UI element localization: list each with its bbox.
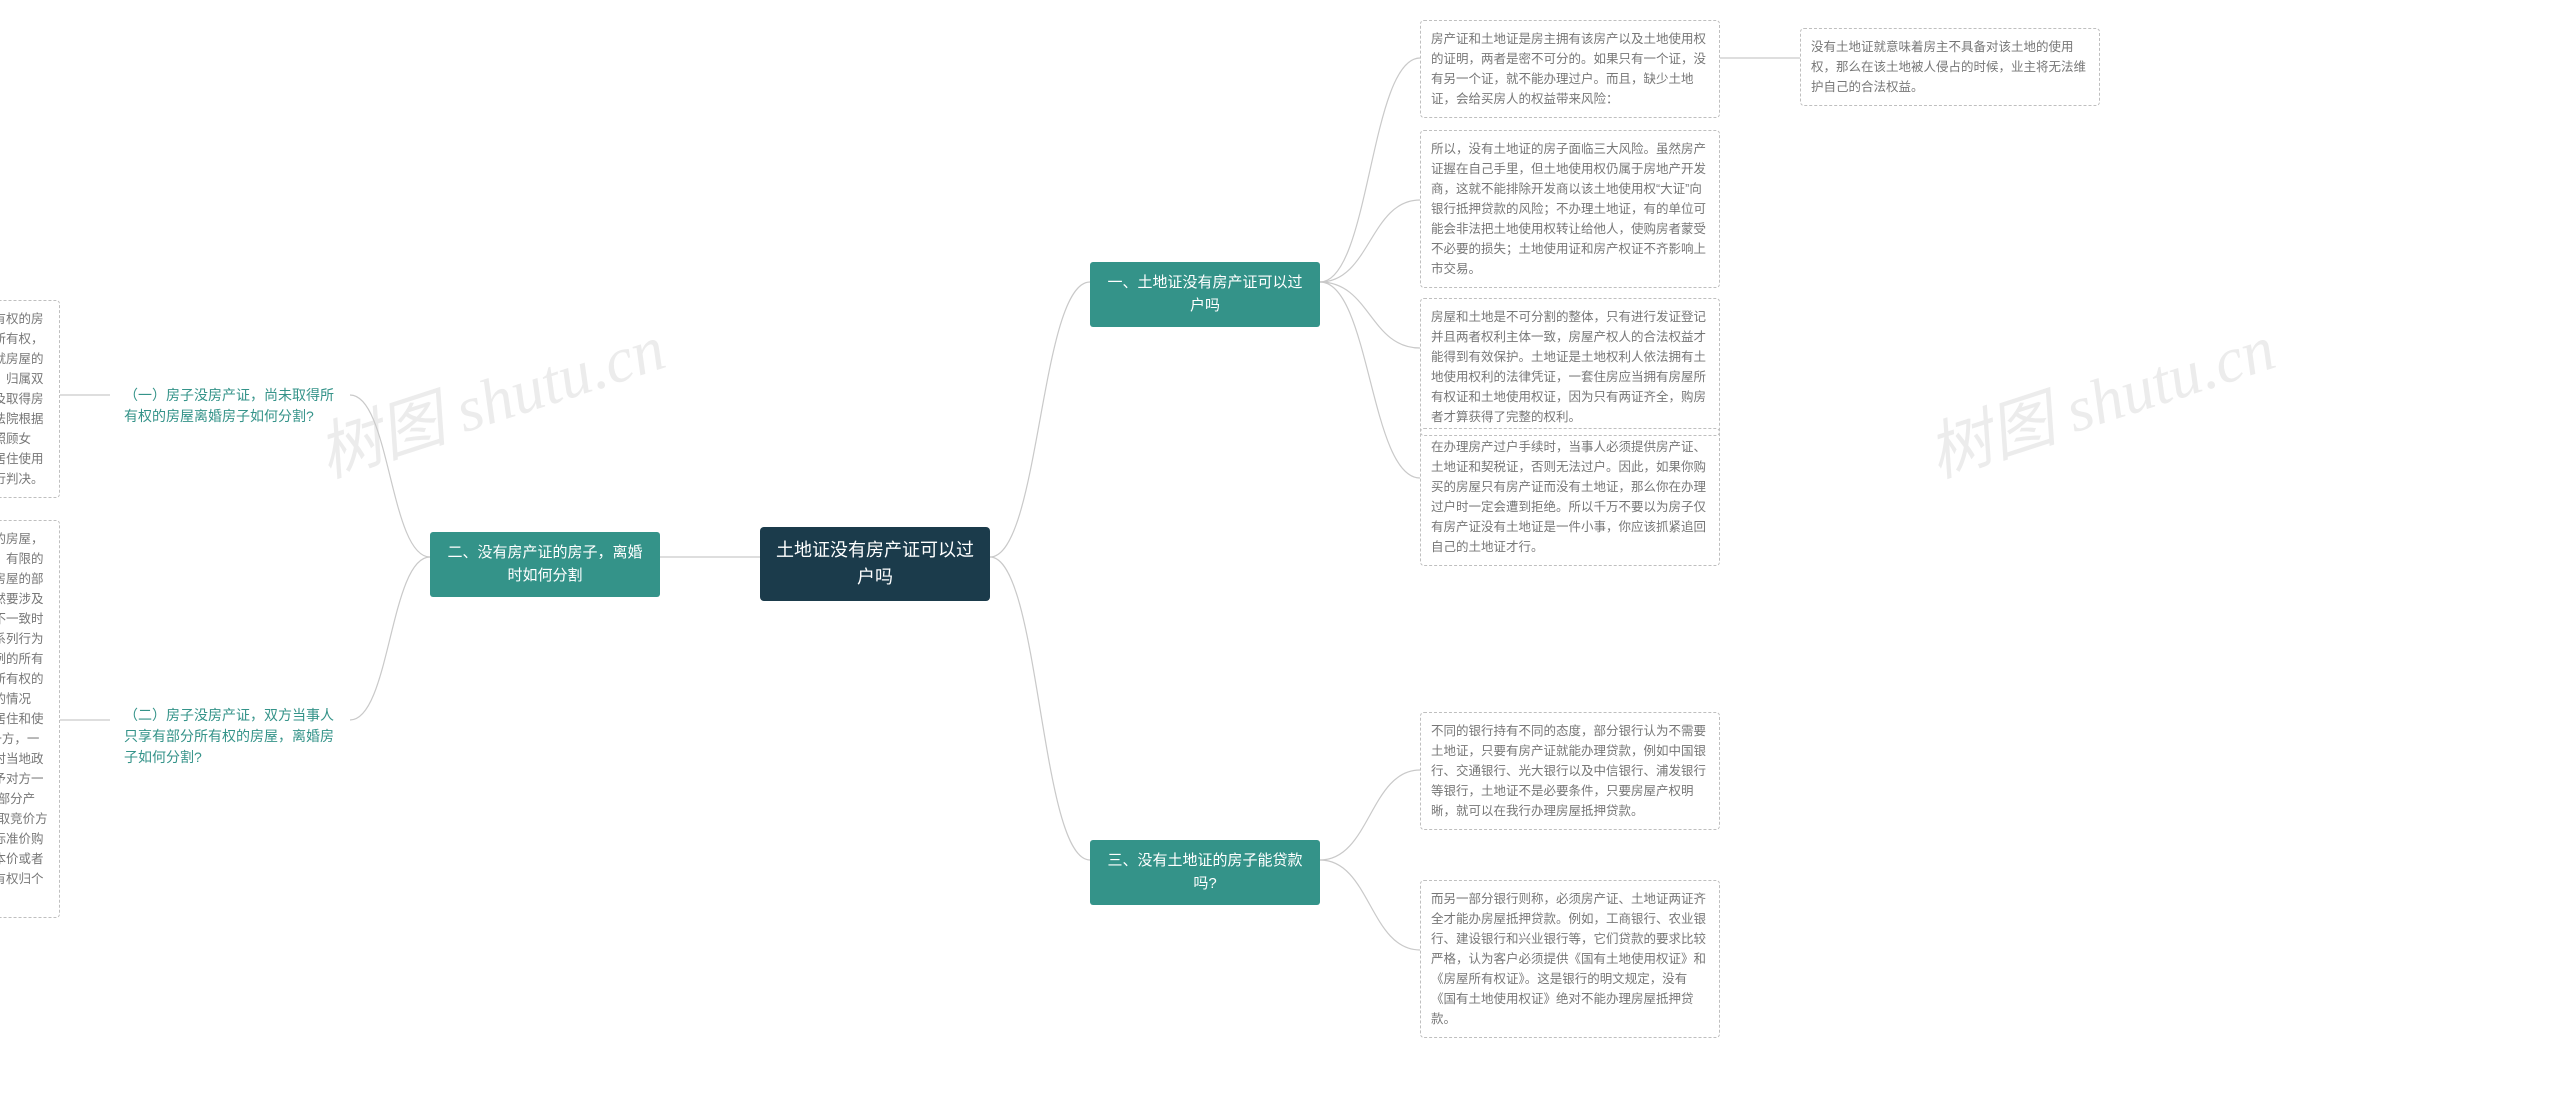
root-node[interactable]: 土地证没有房产证可以过户吗 xyxy=(760,527,990,601)
connectors xyxy=(0,0,2560,1115)
sub-2b[interactable]: （二）房子没房产证，双方当事人只享有部分所有权的房屋，离婚房子如何分割? xyxy=(110,695,350,778)
watermark: 树图 shutu.cn xyxy=(305,297,675,495)
leaf-1c[interactable]: 房屋和土地是不可分割的整体，只有进行发证登记并且两者权利主体一致，房屋产权人的合… xyxy=(1420,298,1720,436)
branch-3[interactable]: 三、没有土地证的房子能贷款吗? xyxy=(1090,840,1320,905)
leaf-1a2[interactable]: 没有土地证就意味着房主不具备对该土地的使用权，那么在该土地被人侵占的时候，业主将… xyxy=(1800,28,2100,106)
leaf-3b[interactable]: 而另一部分银行则称，必须房产证、土地证两证齐全才能办房屋抵押贷款。例如，工商银行… xyxy=(1420,880,1720,1038)
leaf-2b[interactable]: 对离婚时双方当事人只享有部分所有权的房屋，夫妻只享有对该房屋的占有权、使用权、有… xyxy=(0,520,60,918)
branch-2[interactable]: 二、没有房产证的房子，离婚时如何分割 xyxy=(430,532,660,597)
leaf-1d[interactable]: 在办理房产过户手续时，当事人必须提供房产证、土地证和契税证，否则无法过户。因此，… xyxy=(1420,428,1720,566)
watermark: 树图 shutu.cn xyxy=(1915,297,2285,495)
leaf-2a[interactable]: 房子没有房产证，即离婚时尚未取得所有权的房屋，双方当事人对争议的房屋均不享有所有… xyxy=(0,300,60,498)
leaf-1a[interactable]: 房产证和土地证是房主拥有该房产以及土地使用权的证明，两者是密不可分的。如果只有一… xyxy=(1420,20,1720,118)
leaf-3a[interactable]: 不同的银行持有不同的态度，部分银行认为不需要土地证，只要有房产证就能办理贷款，例… xyxy=(1420,712,1720,830)
mindmap-canvas: 树图 shutu.cn 树图 shutu.cn 土地证没有房产证可以过户吗 一、… xyxy=(0,0,2560,1115)
branch-1[interactable]: 一、土地证没有房产证可以过户吗 xyxy=(1090,262,1320,327)
leaf-1b[interactable]: 所以，没有土地证的房子面临三大风险。虽然房产证握在自己手里，但土地使用权仍属于房… xyxy=(1420,130,1720,288)
sub-2a[interactable]: （一）房子没房产证，尚未取得所有权的房屋离婚房子如何分割? xyxy=(110,375,350,437)
